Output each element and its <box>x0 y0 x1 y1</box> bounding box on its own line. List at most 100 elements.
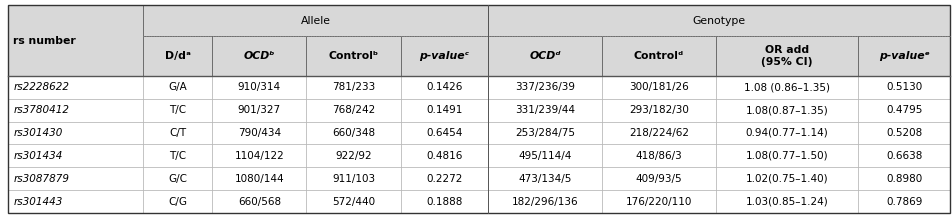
Bar <box>307 190 400 213</box>
Text: C/T: C/T <box>169 128 186 138</box>
Text: 409/93/5: 409/93/5 <box>635 174 682 184</box>
Bar <box>400 122 487 145</box>
Text: G/C: G/C <box>169 174 187 184</box>
Bar <box>715 145 858 167</box>
Text: 331/239/44: 331/239/44 <box>514 105 574 115</box>
Bar <box>487 5 949 36</box>
Bar <box>602 167 715 190</box>
Bar <box>602 190 715 213</box>
Text: OCDᵇ: OCDᵇ <box>244 51 275 61</box>
Bar <box>858 36 949 76</box>
Text: OR add
(95% CI): OR add (95% CI) <box>761 45 812 67</box>
Bar <box>307 122 400 145</box>
Bar <box>400 167 487 190</box>
Text: 0.94(0.77–1.14): 0.94(0.77–1.14) <box>744 128 827 138</box>
Text: 0.4816: 0.4816 <box>426 151 462 161</box>
Bar <box>212 76 307 99</box>
Text: 0.6454: 0.6454 <box>426 128 462 138</box>
Text: rs301434: rs301434 <box>13 151 63 161</box>
Bar <box>400 145 487 167</box>
Text: Controlᵇ: Controlᵇ <box>328 51 378 61</box>
Bar <box>487 167 602 190</box>
Bar <box>212 145 307 167</box>
Bar <box>143 167 212 190</box>
Bar <box>858 167 949 190</box>
Text: 0.2272: 0.2272 <box>426 174 462 184</box>
Bar <box>8 122 143 145</box>
Bar <box>212 36 307 76</box>
Bar <box>858 145 949 167</box>
Text: 495/114/4: 495/114/4 <box>518 151 571 161</box>
Text: 1.08(0.77–1.50): 1.08(0.77–1.50) <box>744 151 827 161</box>
Text: 572/440: 572/440 <box>331 197 375 207</box>
Bar <box>715 167 858 190</box>
Bar <box>400 76 487 99</box>
Text: rs number: rs number <box>13 36 76 46</box>
Bar <box>715 99 858 122</box>
Text: G/A: G/A <box>169 82 187 92</box>
Text: 0.8980: 0.8980 <box>885 174 922 184</box>
Bar <box>8 190 143 213</box>
Text: 0.4795: 0.4795 <box>885 105 922 115</box>
Bar <box>143 99 212 122</box>
Text: 0.1888: 0.1888 <box>426 197 462 207</box>
Text: p-valueᶜ: p-valueᶜ <box>419 51 469 61</box>
Bar <box>143 36 212 76</box>
Text: 176/220/110: 176/220/110 <box>625 197 691 207</box>
Bar <box>8 76 143 99</box>
Text: Genotype: Genotype <box>692 16 744 26</box>
Text: 473/134/5: 473/134/5 <box>518 174 571 184</box>
Bar <box>212 167 307 190</box>
Bar <box>602 122 715 145</box>
Bar <box>602 36 715 76</box>
Bar <box>400 36 487 76</box>
Text: 768/242: 768/242 <box>331 105 375 115</box>
Bar <box>715 36 858 76</box>
Text: D/dᵃ: D/dᵃ <box>165 51 190 61</box>
Text: 337/236/39: 337/236/39 <box>514 82 574 92</box>
Text: 300/181/26: 300/181/26 <box>628 82 688 92</box>
Bar <box>858 190 949 213</box>
Text: 1.08(0.87–1.35): 1.08(0.87–1.35) <box>744 105 827 115</box>
Bar <box>715 122 858 145</box>
Text: rs2228622: rs2228622 <box>13 82 69 92</box>
Bar <box>307 167 400 190</box>
Text: 660/348: 660/348 <box>331 128 375 138</box>
Text: Controlᵈ: Controlᵈ <box>633 51 684 61</box>
Text: 0.5208: 0.5208 <box>885 128 922 138</box>
Text: rs301443: rs301443 <box>13 197 63 207</box>
Bar <box>8 167 143 190</box>
Text: 1.02(0.75–1.40): 1.02(0.75–1.40) <box>744 174 827 184</box>
Text: 0.7869: 0.7869 <box>885 197 922 207</box>
Text: 182/296/136: 182/296/136 <box>511 197 578 207</box>
Bar <box>143 122 212 145</box>
Text: 293/182/30: 293/182/30 <box>628 105 688 115</box>
Bar <box>8 5 143 76</box>
Text: 253/284/75: 253/284/75 <box>514 128 574 138</box>
Bar <box>858 122 949 145</box>
Bar <box>715 190 858 213</box>
Text: 1.08 (0.86–1.35): 1.08 (0.86–1.35) <box>744 82 829 92</box>
Bar <box>143 190 212 213</box>
Text: 0.1491: 0.1491 <box>426 105 462 115</box>
Text: Allele: Allele <box>300 16 330 26</box>
Bar <box>602 76 715 99</box>
Bar <box>487 36 602 76</box>
Text: 660/568: 660/568 <box>238 197 281 207</box>
Text: 0.1426: 0.1426 <box>426 82 462 92</box>
Text: T/C: T/C <box>169 105 186 115</box>
Bar <box>307 36 400 76</box>
Bar <box>400 99 487 122</box>
Text: rs3780412: rs3780412 <box>13 105 69 115</box>
Text: 901/327: 901/327 <box>238 105 281 115</box>
Bar <box>307 99 400 122</box>
Text: p-valueᵉ: p-valueᵉ <box>878 51 928 61</box>
Bar <box>212 99 307 122</box>
Text: 910/314: 910/314 <box>238 82 281 92</box>
Bar <box>307 76 400 99</box>
Bar <box>858 76 949 99</box>
Bar <box>143 145 212 167</box>
Text: 1080/144: 1080/144 <box>234 174 284 184</box>
Bar <box>143 76 212 99</box>
Bar <box>487 190 602 213</box>
